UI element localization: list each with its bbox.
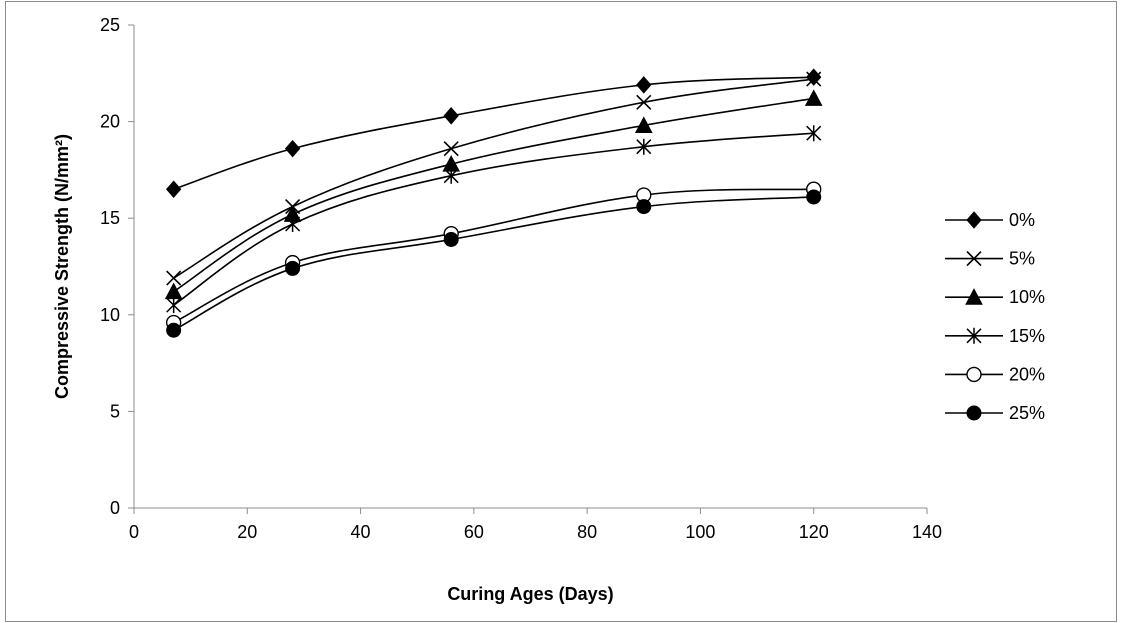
y-tick-label: 25 [100,15,120,35]
y-tick-label: 0 [110,498,120,518]
data-point [806,71,822,87]
y-ticks: 0 5 10 15 20 25 [100,15,134,518]
x-tick-label: 100 [685,522,715,542]
y-tick-label: 20 [100,112,120,132]
legend-marker [966,327,982,344]
series-3 [164,89,823,300]
series-line [173,76,814,190]
data-point [166,270,182,286]
data-point [804,89,823,106]
y-axis-title: Compressive Strength (N/mm²) [52,134,72,399]
series-2 [166,71,822,286]
legend-item: 25% [945,403,1045,423]
series-1 [165,68,822,198]
legend-marker [966,366,982,383]
x-tick-label: 40 [351,522,371,542]
legend-marker [965,288,983,305]
x-tick-label: 140 [912,522,942,542]
x-ticks: 0 20 40 60 80 100 120 140 [129,508,942,542]
x-tick-label: 120 [799,522,829,542]
x-tick-label: 20 [237,522,257,542]
data-point [165,180,182,198]
data-point [634,116,653,133]
data-point [806,125,822,142]
data-point [636,138,652,155]
data-point [806,189,822,205]
data-point [636,94,652,110]
legend-item: 0% [945,210,1035,230]
legend-item: 10% [945,287,1045,307]
data-point [285,215,301,232]
data-point [636,199,652,215]
legend-marker [966,251,982,267]
y-tick-label: 15 [100,208,120,228]
x-tick-label: 80 [577,522,597,542]
legend-item: 20% [945,364,1045,384]
legend-item: 5% [945,249,1035,269]
series-6 [166,189,822,338]
legend-label: 20% [1009,364,1045,384]
legend-marker [966,405,982,421]
legend: 0% 5% 10% 15% 20% 25% [945,210,1045,423]
chart-border [5,1,1117,622]
x-axis-title: Curing Ages (Days) [447,584,613,604]
data-point [443,231,459,247]
legend-label: 10% [1009,287,1045,307]
x-tick-label: 0 [129,522,139,542]
series-4 [166,125,822,314]
data-point [443,141,459,157]
data-point [284,139,301,158]
data-point [443,167,459,184]
data-point [166,297,182,314]
series-line [173,97,814,293]
legend-marker [966,211,982,229]
y-tick-label: 10 [100,305,120,325]
data-point [636,76,652,94]
data-point [166,322,182,338]
legend-label: 0% [1009,210,1035,230]
x-tick-label: 60 [464,522,484,542]
legend-item: 15% [945,326,1045,346]
y-tick-label: 5 [110,401,120,421]
series-line [173,78,814,279]
data-point [285,260,301,276]
series-layer [164,68,823,338]
data-point [443,107,459,125]
legend-label: 15% [1009,326,1045,346]
legend-label: 5% [1009,249,1035,269]
series-line [173,188,814,324]
legend-label: 25% [1009,403,1045,423]
plot-area: 0 5 10 15 20 25 0 20 40 60 80 100 120 140 [100,15,942,542]
